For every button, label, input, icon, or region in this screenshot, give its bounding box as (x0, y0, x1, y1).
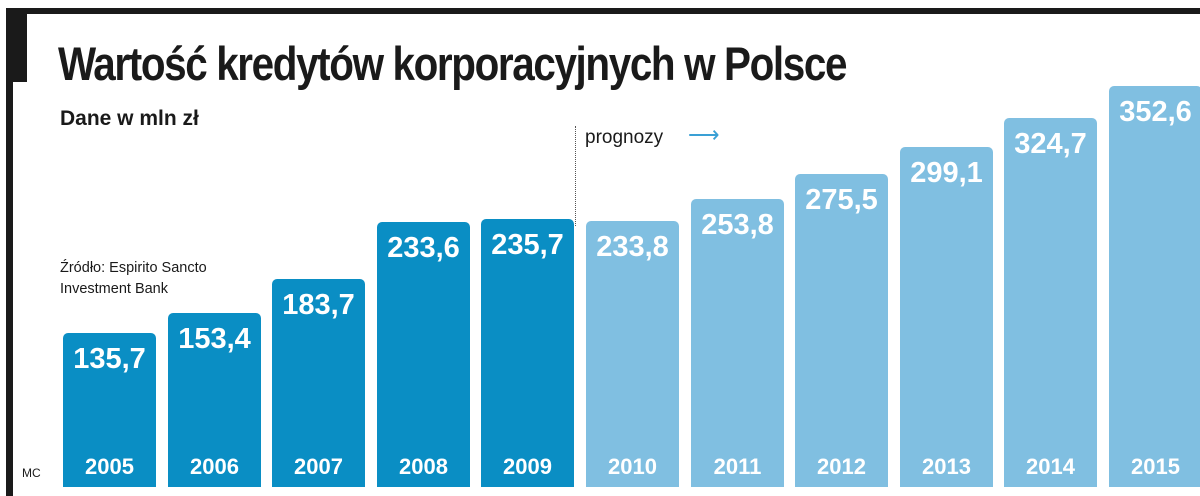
bar-2010: 233,8 2010 (586, 221, 679, 487)
bar-category-label: 2005 (85, 454, 134, 479)
bar-2009: 235,7 2009 (481, 219, 574, 487)
bar-category-label: 2007 (294, 454, 343, 479)
author-credit: MC (22, 466, 41, 480)
bar-value-label: 235,7 (491, 229, 564, 261)
forecast-arrow-icon: ⟶ (688, 122, 720, 147)
bar-2007: 183,7 2007 (272, 279, 365, 487)
bar-value-label: 299,1 (910, 157, 983, 189)
bar-category-label: 2014 (1026, 454, 1075, 479)
bar-2015: 352,6 2015 (1109, 86, 1200, 487)
source-note: Źródło: Espirito Sancto Investment Bank (60, 258, 207, 300)
bar-value-label: 275,5 (805, 184, 878, 216)
bar-category-label: 2011 (713, 454, 762, 479)
bar-value-label: 153,4 (178, 323, 251, 355)
bar-value-label: 352,6 (1119, 96, 1192, 128)
bar-value-label: 183,7 (282, 289, 355, 321)
bar-value-label: 233,8 (596, 231, 669, 263)
bar-2006: 153,4 2006 (168, 313, 261, 487)
bar-2005: 135,7 2005 (63, 333, 156, 487)
bar-2011: 253,8 2011 (691, 199, 784, 487)
forecast-divider (575, 126, 576, 226)
bar-value-label: 233,6 (387, 232, 460, 264)
bar-category-label: 2010 (608, 454, 657, 479)
chart-title: Wartość kredytów korporacyjnych w Polsce (58, 37, 847, 90)
bar-2012: 275,5 2012 (795, 174, 888, 487)
frame-corner-tick (13, 14, 27, 82)
bar-value-label: 324,7 (1014, 128, 1087, 160)
bar-2013: 299,1 2013 (900, 147, 993, 487)
bar-value-label: 135,7 (73, 343, 146, 375)
frame-left-rule (6, 8, 13, 496)
frame-top-rule (6, 8, 1200, 14)
bar-category-label: 2013 (922, 454, 971, 479)
bar-2014: 324,7 2014 (1004, 118, 1097, 487)
bar-value-label: 253,8 (701, 209, 774, 241)
bar-category-label: 2006 (190, 454, 239, 479)
bar-category-label: 2009 (503, 454, 552, 479)
bar-category-label: 2008 (399, 454, 448, 479)
bar-category-label: 2012 (817, 454, 866, 479)
chart-subtitle: Dane w mln zł (60, 107, 199, 130)
bar-category-label: 2015 (1131, 454, 1180, 479)
source-line-1: Źródło: Espirito Sancto (60, 260, 207, 276)
forecast-label: prognozy (585, 127, 664, 148)
bar-2008: 233,6 2008 (377, 222, 470, 487)
source-line-2: Investment Bank (60, 281, 168, 297)
